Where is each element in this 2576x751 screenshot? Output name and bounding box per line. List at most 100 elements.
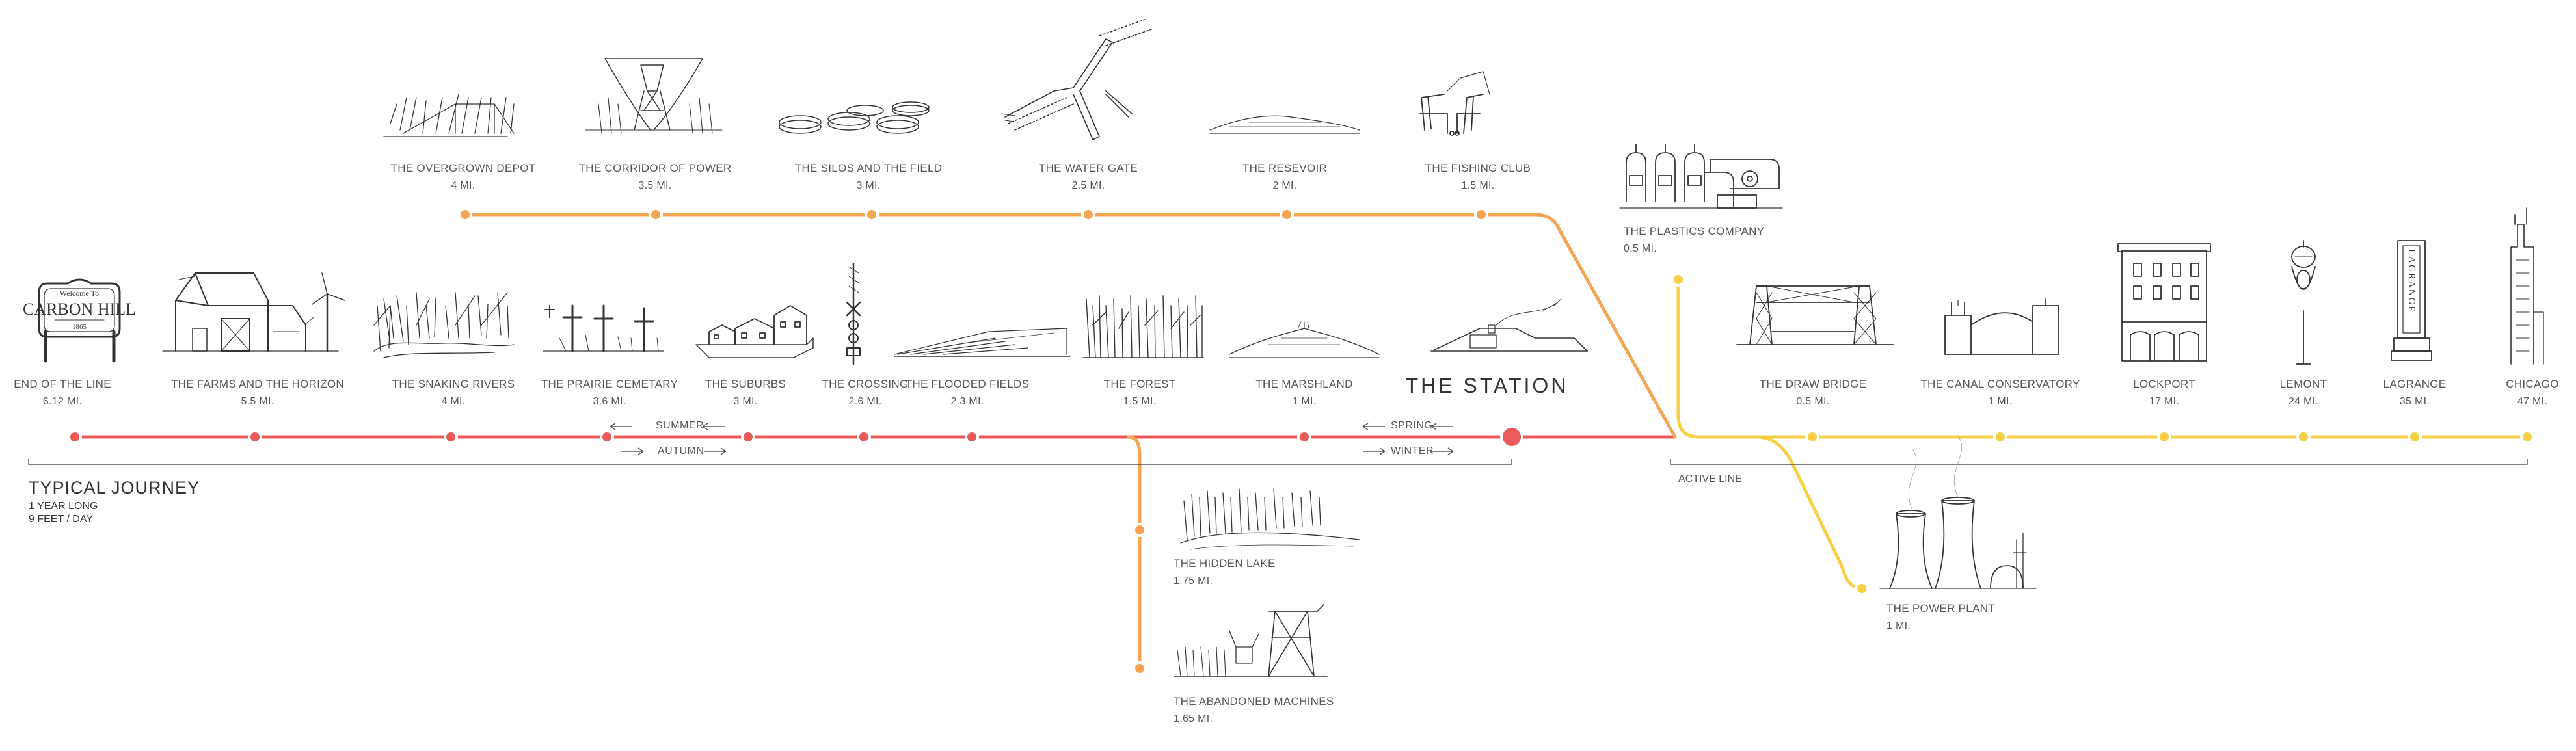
stop-dot[interactable] (1081, 207, 1095, 222)
brackets (28, 459, 2528, 465)
stop-label-prairie-cemetary[interactable]: THE PRAIRIE CEMETARY 3.6 MI. (541, 377, 678, 409)
upper-branch-line (463, 213, 1677, 439)
silos-field-icon (779, 101, 930, 134)
stop-dot[interactable] (857, 430, 871, 444)
stop-label-forest[interactable]: THE FOREST 1.5 MI. (1104, 377, 1176, 409)
stop-name: THE SUBURBS (704, 378, 786, 390)
season-autumn: AUTUMN (658, 445, 704, 456)
draw-bridge-icon (1736, 285, 1894, 345)
active-line-bracket (1670, 459, 2528, 465)
stop-label-overgrown-depot[interactable]: THE OVERGROWN DEPOT 4 MI. (391, 161, 536, 193)
sign-year: 1865 (72, 323, 87, 331)
canal-conservatory-icon (1944, 298, 2059, 355)
stop-distance: 2 MI. (1272, 180, 1297, 191)
stop-dot[interactable] (865, 207, 879, 222)
lagrange-sign-text: LAGRANGE (2406, 249, 2417, 313)
stop-label-canal-conservatory[interactable]: THE CANAL CONSERVATORY 1 MI. (1920, 377, 2080, 409)
stop-dot[interactable] (68, 430, 82, 444)
stop-dot[interactable] (965, 430, 979, 444)
stop-label-flooded-fields[interactable]: THE FLOODED FIELDS 2.3 MI. (906, 377, 1030, 409)
stop-dot[interactable] (2157, 430, 2171, 444)
stop-distance: 35 MI. (2399, 396, 2430, 407)
season-summer: SUMMER (656, 420, 704, 431)
abandoned-machines-icon (1174, 604, 1328, 677)
stop-dot[interactable] (600, 430, 614, 444)
stop-name: THE PLASTICS COMPANY (1624, 225, 1765, 237)
main-dots (68, 430, 1311, 444)
stop-dot[interactable] (248, 430, 262, 444)
stop-label-farms[interactable]: THE FARMS AND THE HORIZON 5.5 MI. (171, 377, 344, 409)
stop-dot[interactable] (741, 430, 755, 444)
stop-dot[interactable] (458, 207, 472, 222)
lower-branch-line (1127, 435, 1142, 670)
journey-bracket (28, 459, 1512, 465)
stop-name: THE DRAW BRIDGE (1759, 378, 1867, 390)
stop-distance: 47 MI. (2517, 396, 2548, 407)
stop-distance: 1 MI. (1886, 620, 1911, 631)
upper-dots (458, 207, 1488, 676)
stop-label-chicago[interactable]: CHICAGO 47 MI. (2506, 377, 2558, 409)
stop-distance: 24 MI. (2288, 396, 2319, 407)
sign-welcome: Welcome To (60, 289, 99, 298)
stop-dot[interactable] (1280, 207, 1294, 222)
stop-label-draw-bridge[interactable]: THE DRAW BRIDGE 0.5 MI. (1760, 377, 1866, 409)
stop-label-silos[interactable]: THE SILOS AND THE FIELD 3 MI. (795, 161, 943, 193)
stop-name: THE MARSHLAND (1255, 378, 1353, 390)
stop-label-lemont[interactable]: LEMONT 24 MI. (2280, 377, 2328, 409)
season-winter: WINTER (1391, 445, 1434, 456)
stop-label-corridor-of-power[interactable]: THE CORRIDOR OF POWER 3.5 MI. (579, 161, 732, 193)
stop-label-water-gate[interactable]: THE WATER GATE 2.5 MI. (1039, 161, 1138, 193)
stop-label-fishing-club[interactable]: THE FISHING CLUB 1.5 MI. (1425, 161, 1531, 193)
lockport-building-icon (2117, 243, 2211, 362)
stop-distance: 4 MI. (441, 396, 466, 407)
stop-distance: 1.75 MI. (1174, 575, 1213, 586)
overgrown-depot-icon (383, 94, 515, 137)
stop-dot[interactable] (1297, 430, 1311, 444)
stop-dot[interactable] (649, 207, 663, 222)
stop-label-lockport[interactable]: LOCKPORT 17 MI. (2133, 377, 2195, 409)
stop-distance: 5.5 MI. (241, 396, 275, 407)
stop-dot[interactable] (1855, 581, 1869, 596)
fishing-club-chairs-icon (1419, 71, 1490, 136)
stop-label-marshland[interactable]: THE MARSHLAND 1 MI. (1255, 377, 1352, 409)
season-arrows (610, 423, 1454, 455)
forest-trees-icon (1082, 295, 1204, 358)
stop-label-plastics-company[interactable]: THE PLASTICS COMPANY 0.5 MI. (1624, 224, 1764, 256)
stop-name: THE FLOODED FIELDS (905, 378, 1030, 390)
stop-label-suburbs[interactable]: THE SUBURBS 3 MI. (705, 377, 786, 409)
stop-distance: 3 MI. (856, 180, 881, 191)
stop-dot[interactable] (1474, 207, 1488, 222)
route-lines (73, 213, 2529, 670)
stop-dot[interactable] (444, 430, 458, 444)
stop-name: THE CROSSING (822, 378, 909, 390)
stop-label-resevoir[interactable]: THE RESEVOIR 2 MI. (1242, 161, 1327, 193)
stop-label-lagrange[interactable]: LAGRANGE 35 MI. (2383, 377, 2447, 409)
station-dot[interactable] (1500, 425, 1523, 449)
stop-dot[interactable] (1133, 523, 1147, 537)
stop-dot[interactable] (2408, 430, 2422, 444)
stop-label-abandoned-machines[interactable]: THE ABANDONED MACHINES 1.65 MI. (1174, 694, 1334, 726)
stop-distance: 1.65 MI. (1174, 713, 1213, 724)
stop-dot[interactable] (1133, 661, 1147, 676)
chicago-skyline-icon (2510, 207, 2544, 365)
stop-label-power-plant[interactable]: THE POWER PLANT 1 MI. (1886, 601, 1995, 633)
active-dots (1671, 272, 2534, 596)
stop-label-crossing[interactable]: THE CROSSING 2.6 MI. (822, 377, 908, 409)
stop-label-end-of-the-line[interactable]: END OF THE LINE 6.12 MI. (14, 377, 111, 409)
station-title[interactable]: THE STATION (1405, 374, 1569, 397)
stop-dot[interactable] (1805, 430, 1819, 444)
active-line-path (1676, 280, 2529, 439)
stop-dot[interactable] (2296, 430, 2311, 444)
stop-dot[interactable] (1993, 430, 2007, 444)
power-tower-icon (585, 58, 723, 134)
stop-dot[interactable] (1671, 272, 1685, 287)
stop-label-hidden-lake[interactable]: THE HIDDEN LAKE 1.75 MI. (1174, 557, 1276, 588)
stop-dot[interactable] (2520, 430, 2534, 444)
stop-name: LEMONT (2279, 378, 2328, 390)
stop-name: THE SILOS AND THE FIELD (794, 162, 943, 174)
suburb-houses-icon (695, 305, 814, 358)
stop-name: THE FARMS AND THE HORIZON (171, 378, 344, 390)
stop-label-snaking-rivers[interactable]: THE SNAKING RIVERS 4 MI. (392, 377, 515, 409)
snaking-river-icon (373, 292, 515, 358)
